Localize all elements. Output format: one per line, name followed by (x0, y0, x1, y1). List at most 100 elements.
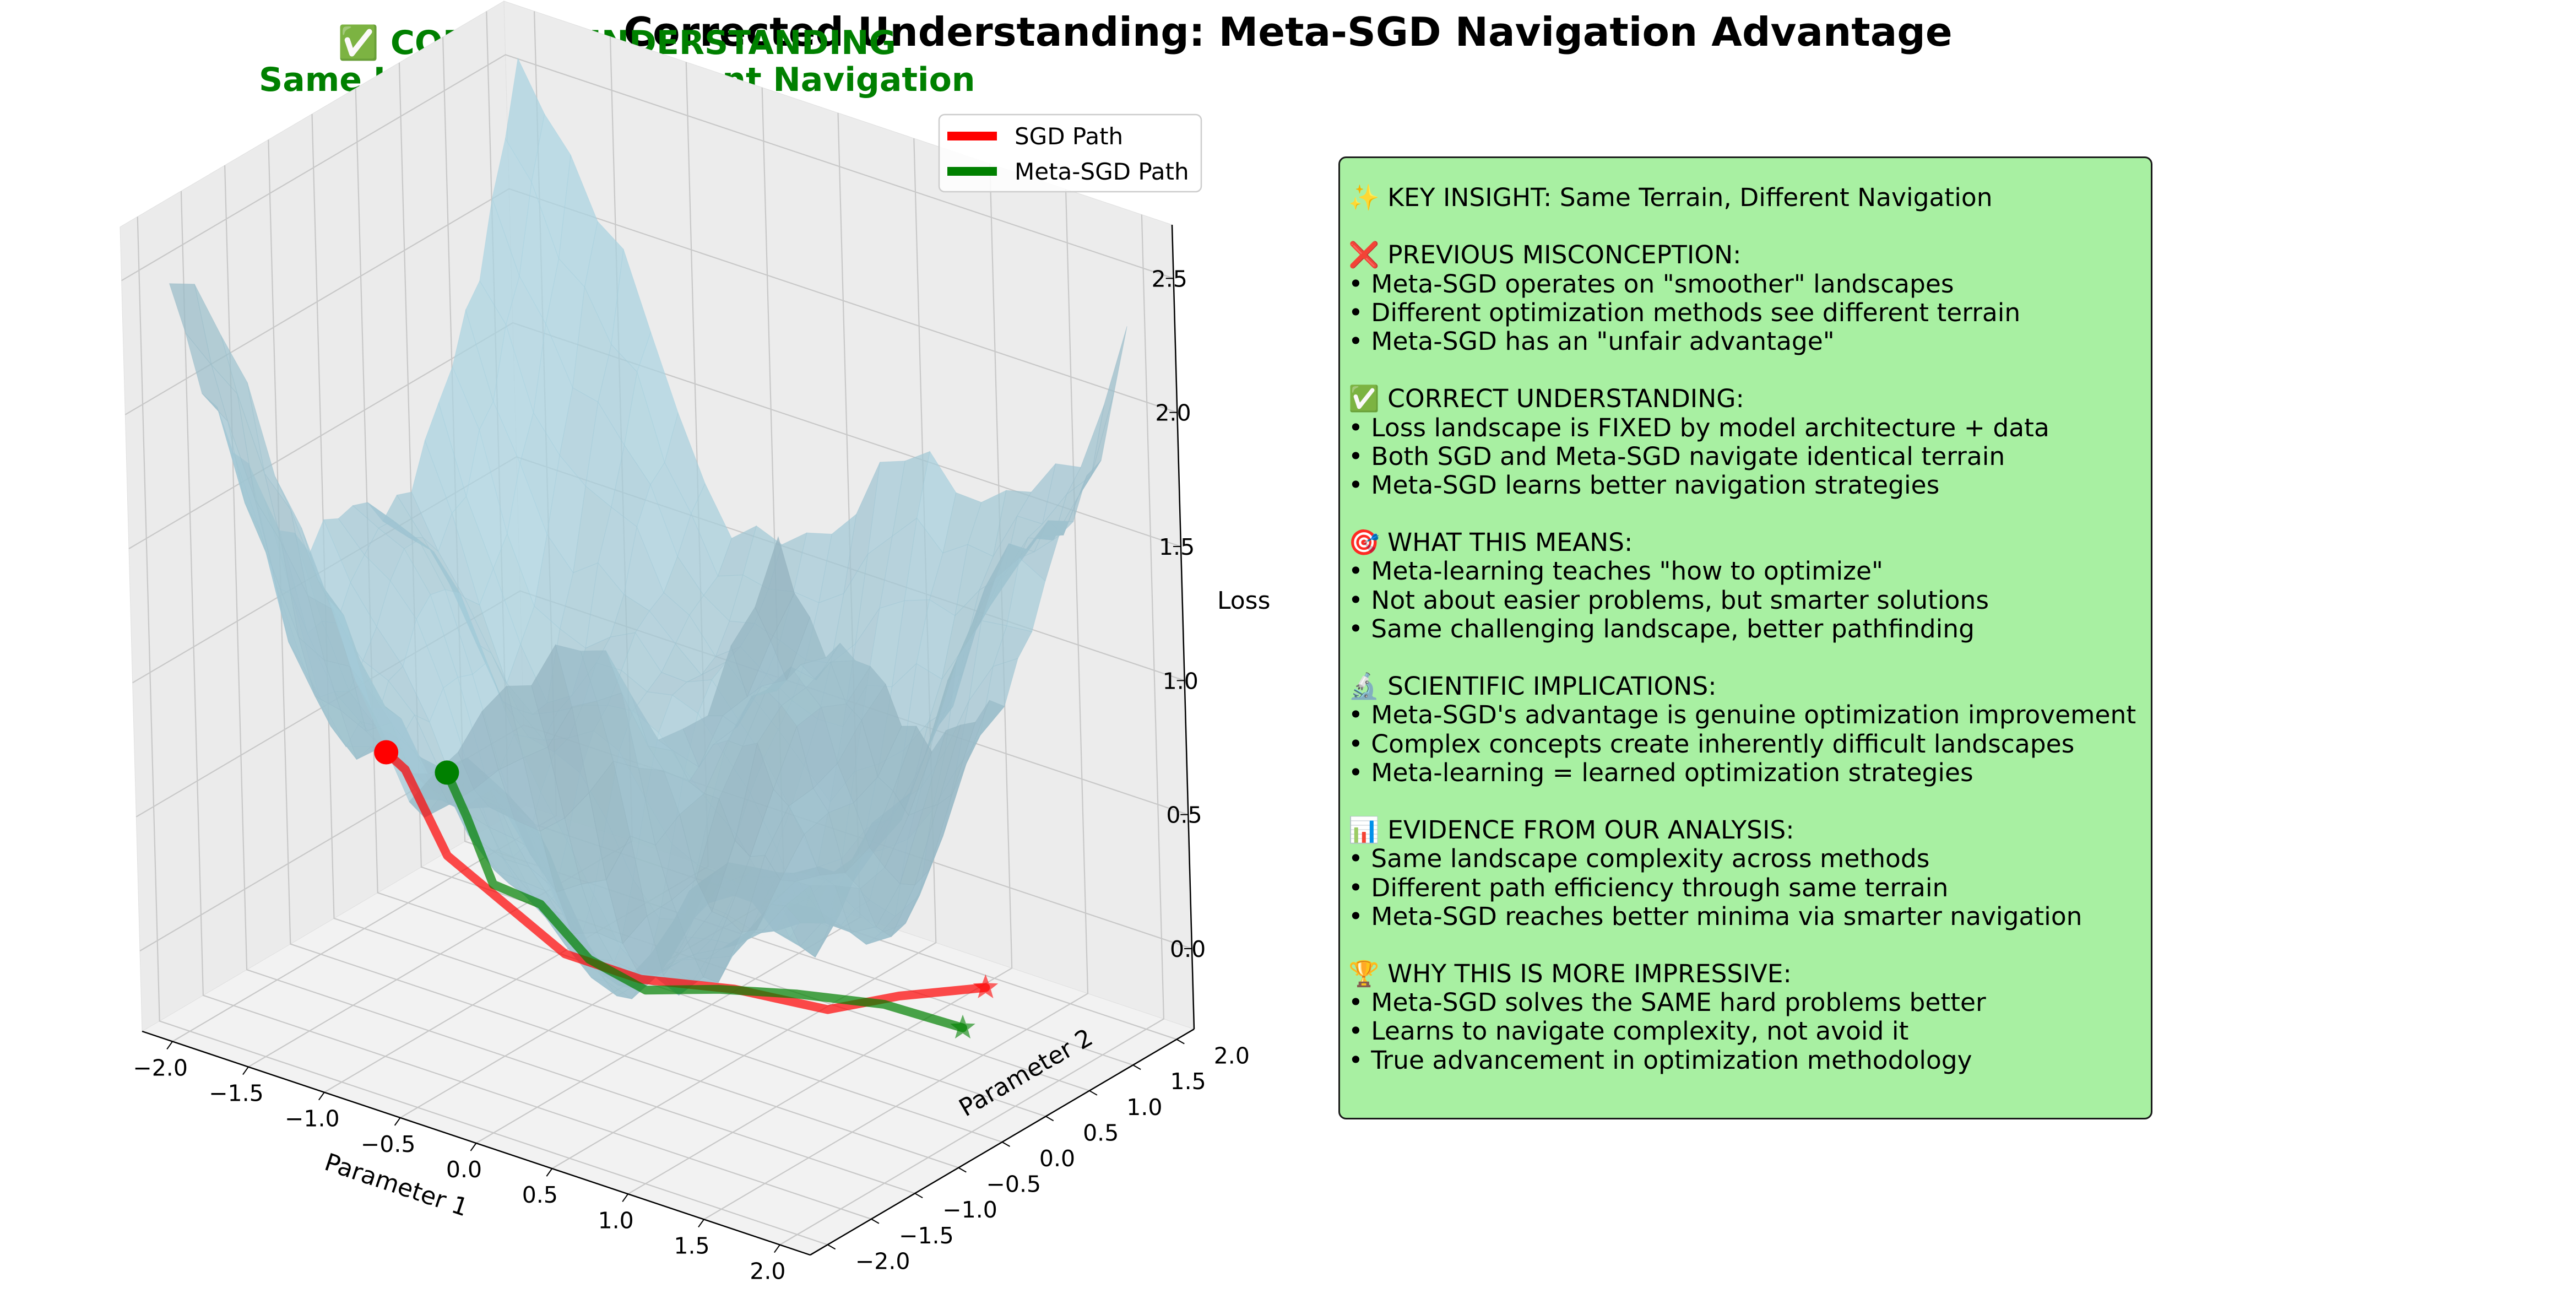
legend-label-sgd-path: SGD Path (1015, 123, 1123, 150)
insight-panel: ✨ KEY INSIGHT: Same Terrain, Different N… (1338, 156, 2152, 1119)
panel-line: • Meta-SGD solves the SAME hard problems… (1348, 988, 1986, 1018)
x-grid-line (703, 189, 1089, 1220)
x-tick-label: −2.0 (133, 1054, 188, 1081)
x-tick-mark (622, 1193, 628, 1202)
y-tick-label: −1.0 (942, 1197, 997, 1223)
x-tick-label: −1.0 (285, 1106, 340, 1132)
x-tick-mark (394, 1117, 401, 1126)
panel-line: • Same landscape complexity across metho… (1348, 844, 1930, 874)
z-axis-title: Loss (1217, 587, 1271, 615)
panel-line: ❌ PREVIOUS MISCONCEPTION: (1348, 240, 1742, 270)
chart-3d-plot: −2.0−1.5−1.0−0.50.00.51.01.52.0 −2.0−1.5−… (120, 1, 1271, 1285)
panel-line: • Meta-SGD operates on "smoother" landsc… (1348, 269, 1954, 299)
y-tick-mark (1045, 1116, 1054, 1122)
y-tick-mark (1002, 1141, 1010, 1147)
panel-line: • Different optimization methods see dif… (1348, 297, 2021, 327)
sgd-path-start-marker (374, 740, 399, 765)
y-tick-mark (1089, 1090, 1098, 1096)
panel-line: • Meta-learning teaches "how to optimize… (1348, 556, 1883, 586)
z-axis-line (1171, 224, 1195, 1030)
z-tick-label: 1.0 (1163, 668, 1198, 694)
legend: SGD Path Meta-SGD Path (938, 113, 1202, 193)
meta-sgd-path-start-marker (435, 760, 459, 785)
z-grid-line (121, 54, 1174, 282)
z-tick-label: 2.0 (1155, 400, 1191, 426)
y-tick-mark (871, 1218, 880, 1224)
panel-blank-line (1348, 212, 2151, 241)
x-tick-mark (242, 1067, 249, 1075)
x-tick-label: 2.0 (750, 1258, 785, 1285)
z-tick-label: 1.5 (1159, 534, 1195, 560)
x-tick-label: −1.5 (209, 1080, 264, 1107)
sgd-path-end-marker (973, 974, 999, 998)
y-grid-line (311, 113, 1002, 1143)
panel-line: • Different path efficiency through same… (1348, 873, 1949, 902)
surface-facet (755, 535, 795, 642)
panel-line: • Meta-learning = learned optimization s… (1348, 757, 1973, 787)
x-tick-mark (698, 1219, 704, 1227)
y-tick-label: −1.5 (899, 1222, 954, 1249)
y-tick-label: −0.5 (986, 1171, 1042, 1198)
y-tick-mark (1176, 1038, 1185, 1045)
y-tick-label: 0.0 (1039, 1145, 1075, 1172)
panel-line: • Meta-SGD reaches better minima via sma… (1348, 901, 2083, 931)
x-tick-mark (470, 1143, 477, 1151)
z-tick-label: 0.5 (1166, 802, 1202, 829)
panel-line: • True advancement in optimization metho… (1348, 1045, 1972, 1075)
y-grid-line (355, 88, 1046, 1117)
grid-lines (121, 11, 1192, 1246)
loss-surface (169, 57, 1127, 999)
y-grid-line (180, 191, 872, 1220)
legend-label-meta-sgd-path: Meta-SGD Path (1015, 158, 1189, 185)
panel-line: 🏆 WHY THIS IS MORE IMPRESSIVE: (1348, 959, 1792, 989)
y-tick-label: 2.0 (1214, 1043, 1250, 1069)
panel-line: ✅ CORRECT UNDERSTANDING: (1348, 384, 1744, 414)
y-tick-label: −2.0 (855, 1248, 910, 1274)
panel-line: • Same challenging landscape, better pat… (1348, 614, 1975, 643)
x-tick-label: 1.5 (674, 1232, 709, 1259)
y-tick-mark (914, 1193, 923, 1199)
z-tick-label: 0.0 (1170, 936, 1206, 962)
y-tick-label: 1.5 (1170, 1068, 1206, 1095)
panel-line: ✨ KEY INSIGHT: Same Terrain, Different N… (1348, 183, 1993, 212)
x-grid-line (627, 164, 1013, 1195)
meta-sgd-path-end-marker (950, 1014, 975, 1039)
x-tick-mark (166, 1041, 173, 1050)
panel-blank-line (1348, 931, 2151, 960)
x-tick-label: 0.0 (446, 1156, 482, 1183)
x-tick-mark (546, 1168, 553, 1177)
optimization-paths (374, 740, 999, 1039)
meta-sgd-path-line (442, 768, 967, 1032)
y-tick-label: 0.5 (1083, 1119, 1119, 1146)
panel-blank-line (1348, 500, 2151, 528)
legend-frame (938, 113, 1202, 193)
y-tick-label: 1.0 (1126, 1094, 1162, 1121)
y-grid-line (268, 139, 959, 1168)
panel-line: • Both SGD and Meta-SGD navigate identic… (1348, 441, 2005, 471)
panel-line: • Loss landscape is FIXED by model archi… (1348, 413, 2049, 442)
panel-line: 📊 EVIDENCE FROM OUR ANALYSIS: (1348, 815, 1794, 845)
x-grid-line (779, 214, 1165, 1246)
y-tick-mark (827, 1244, 836, 1250)
y-tick-mark (958, 1167, 967, 1173)
y-tick-mark (1132, 1064, 1141, 1070)
panel-line: • Meta-SGD's advantage is genuine optimi… (1348, 700, 2136, 730)
panel-line: • Meta-SGD has an "unfair advantage" (1348, 326, 1835, 356)
x-tick-mark (774, 1244, 780, 1253)
z-tick-label: 2.5 (1152, 266, 1187, 292)
panel-line: 🔬 SCIENTIFIC IMPLICATIONS: (1348, 672, 1717, 701)
x-tick-label: 0.5 (522, 1182, 558, 1208)
panel-line: • Learns to navigate complexity, not avo… (1348, 1016, 1909, 1046)
y-grid-line (137, 217, 828, 1246)
panel-line: • Not about easier problems, but smarter… (1348, 585, 1989, 615)
figure-title: Corrected Understanding: Meta-SGD Naviga… (623, 9, 1953, 55)
x-tick-mark (318, 1092, 325, 1101)
x-grid-line (551, 138, 937, 1170)
panel-blank-line (1348, 787, 2151, 816)
panel-line: 🎯 WHAT THIS MEANS: (1348, 528, 1633, 558)
panel-blank-line (1348, 643, 2151, 672)
y-grid-line (398, 62, 1090, 1091)
x-tick-label: −0.5 (361, 1131, 416, 1157)
panel-blank-line (1348, 356, 2151, 385)
panel-line: • Complex concepts create inherently dif… (1348, 729, 2075, 759)
